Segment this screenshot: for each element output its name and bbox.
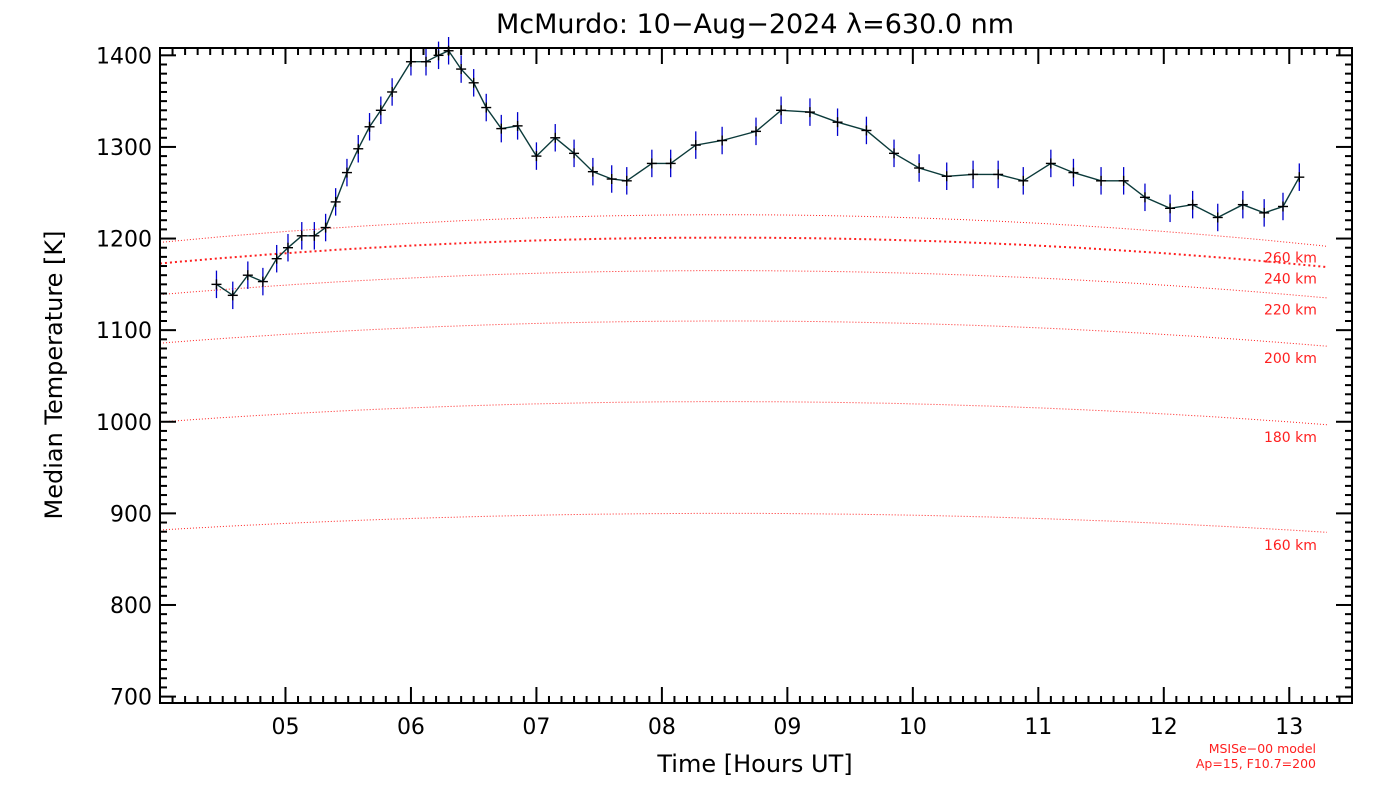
- model-curve-label: 180 km: [1264, 430, 1317, 446]
- x-tick-label: 12: [1150, 715, 1178, 740]
- chart-title: McMurdo: 10−Aug−2024 λ=630.0 nm: [496, 9, 1014, 40]
- x-tick-label: 06: [397, 715, 425, 740]
- y-tick-label: 1100: [96, 319, 152, 344]
- y-tick-label: 1000: [96, 411, 152, 436]
- model-curve: [159, 401, 1327, 426]
- model-curve: [159, 270, 1327, 299]
- x-tick-label: 09: [773, 715, 801, 740]
- y-tick-label: 1200: [96, 228, 152, 253]
- y-tick-label: 1300: [96, 136, 152, 161]
- x-axis-label: Time [Hours UT]: [656, 750, 852, 778]
- model-curve: [159, 214, 1327, 247]
- x-tick-label: 07: [522, 715, 550, 740]
- model-curve-label: 260 km: [1264, 250, 1317, 266]
- x-tick-label: 05: [271, 715, 299, 740]
- y-tick-label: 1400: [96, 44, 152, 69]
- x-tick-label: 11: [1024, 715, 1052, 740]
- x-tick-label: 10: [899, 715, 927, 740]
- y-axis: 700 800 900 1000 1100 1200 1300 1400: [96, 44, 1352, 711]
- model-name-text: MSISe−00 model: [1208, 741, 1316, 756]
- model-curve: [159, 236, 1328, 269]
- data-series: [211, 37, 1305, 310]
- y-axis-label: Median Temperature [K]: [40, 230, 68, 519]
- x-axis: 05 06 07 08 09 10 11 12 13: [159, 48, 1353, 740]
- model-params-text: Ap=15, F10.7=200: [1195, 756, 1316, 771]
- model-curve-label: 200 km: [1264, 351, 1317, 367]
- model-curve: [159, 512, 1327, 533]
- model-curve-label: 160 km: [1264, 538, 1317, 554]
- x-tick-label: 13: [1275, 715, 1303, 740]
- y-tick-label: 900: [110, 502, 152, 527]
- model-curve: [159, 320, 1327, 347]
- y-tick-label: 700: [110, 686, 152, 711]
- msis-model-curves: 160 km 180 km 200 km 220 km 240 km 260 km: [159, 214, 1328, 554]
- plot-frame: [159, 47, 1353, 704]
- x-tick-label: 08: [648, 715, 676, 740]
- y-tick-label: 800: [110, 594, 152, 619]
- model-curve-label: 220 km: [1264, 303, 1317, 319]
- model-curve-label: 240 km: [1264, 271, 1317, 287]
- model-annotation: MSISe−00 model Ap=15, F10.7=200: [1196, 741, 1316, 771]
- series-line: [216, 49, 1300, 297]
